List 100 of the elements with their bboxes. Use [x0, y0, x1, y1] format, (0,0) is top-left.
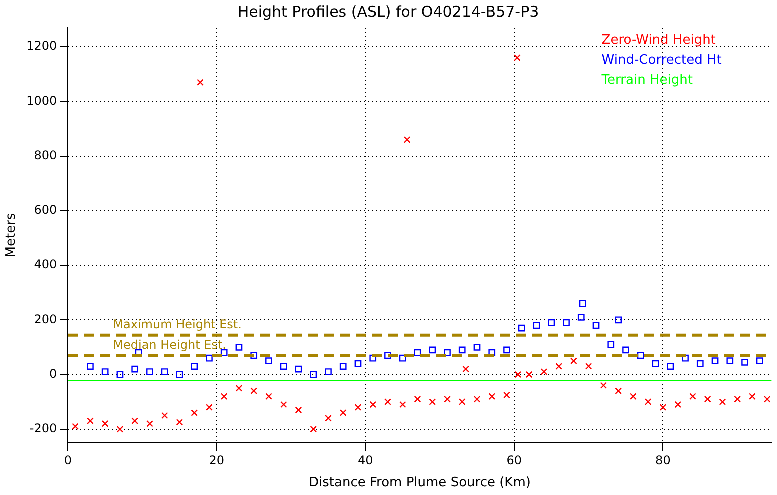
point [191, 363, 198, 370]
point [250, 388, 258, 395]
x-tick-label: 40 [358, 453, 374, 468]
point [87, 363, 94, 370]
point [220, 393, 228, 400]
point [191, 410, 198, 416]
text: Zero-Wind Height [602, 32, 716, 48]
point [533, 322, 540, 330]
point [399, 354, 406, 362]
chart-title: Height Profiles (ASL) for O40214-B57-P3 [238, 2, 540, 21]
point [742, 359, 748, 366]
point [488, 393, 496, 400]
point [87, 418, 94, 425]
point [514, 54, 521, 62]
point [674, 401, 682, 408]
y-tick-label: 800 [34, 148, 58, 162]
point [563, 319, 570, 326]
point [250, 352, 258, 360]
point [325, 368, 332, 376]
point [206, 354, 213, 362]
ref-line-label: Maximum Height Est. [113, 318, 242, 332]
ref-line-label: Median Height Est. [113, 338, 226, 352]
point [734, 396, 742, 403]
point [429, 398, 436, 406]
x-tick-label: 80 [656, 453, 671, 468]
point [176, 371, 184, 378]
point [340, 410, 347, 416]
point [116, 426, 124, 433]
point [462, 366, 470, 373]
point [161, 412, 168, 420]
point [540, 368, 548, 376]
point [615, 316, 622, 324]
point [579, 300, 586, 308]
point [570, 358, 578, 365]
point [682, 354, 689, 362]
point [444, 349, 451, 356]
point [102, 420, 109, 428]
point [295, 366, 302, 373]
point [429, 346, 436, 354]
point [458, 398, 466, 406]
point [637, 352, 644, 360]
point [622, 346, 630, 354]
point [696, 360, 704, 368]
point [630, 393, 637, 400]
point [310, 426, 318, 433]
text: Terrain Height [600, 72, 693, 88]
point [206, 404, 213, 411]
point [690, 393, 696, 400]
point [399, 401, 406, 408]
point [644, 398, 652, 406]
point [310, 371, 318, 378]
point [548, 319, 556, 326]
point [660, 404, 667, 411]
y-tick-label: 400 [34, 258, 58, 272]
point [116, 371, 124, 378]
point [295, 406, 302, 414]
point [652, 360, 660, 368]
point [592, 322, 600, 330]
point [578, 314, 585, 321]
point [220, 349, 228, 356]
point [414, 349, 422, 356]
point [704, 396, 712, 403]
x-tick-label: 60 [506, 453, 522, 468]
point [236, 344, 243, 351]
point [161, 368, 168, 376]
point [712, 358, 719, 365]
point [132, 366, 139, 373]
point [176, 419, 184, 426]
point [404, 136, 411, 144]
y-tick-label: -200 [30, 421, 58, 436]
point [615, 388, 622, 395]
point [458, 346, 466, 354]
point [102, 368, 109, 376]
point [280, 401, 288, 408]
point [764, 396, 771, 403]
point [474, 344, 481, 351]
point [325, 415, 332, 422]
point [340, 363, 347, 370]
point [526, 371, 533, 378]
point [370, 401, 377, 408]
point [236, 384, 243, 392]
y-tick-label: 600 [34, 203, 58, 218]
y-tick-label: 0 [50, 366, 58, 381]
point [719, 398, 726, 406]
point [384, 398, 392, 406]
x-tick-label: 20 [209, 453, 225, 468]
point [474, 396, 481, 403]
point [354, 360, 362, 368]
point [197, 79, 204, 86]
point [444, 396, 451, 403]
point [384, 352, 392, 360]
x-axis-title: Distance From Plume Source (Km) [309, 476, 531, 491]
point [266, 393, 272, 400]
point [749, 393, 756, 400]
point [504, 392, 510, 399]
y-tick-label: 1000 [26, 94, 58, 108]
point [518, 324, 526, 332]
y-axis-title: Meters [4, 213, 20, 258]
point [72, 423, 80, 430]
point [514, 371, 522, 378]
